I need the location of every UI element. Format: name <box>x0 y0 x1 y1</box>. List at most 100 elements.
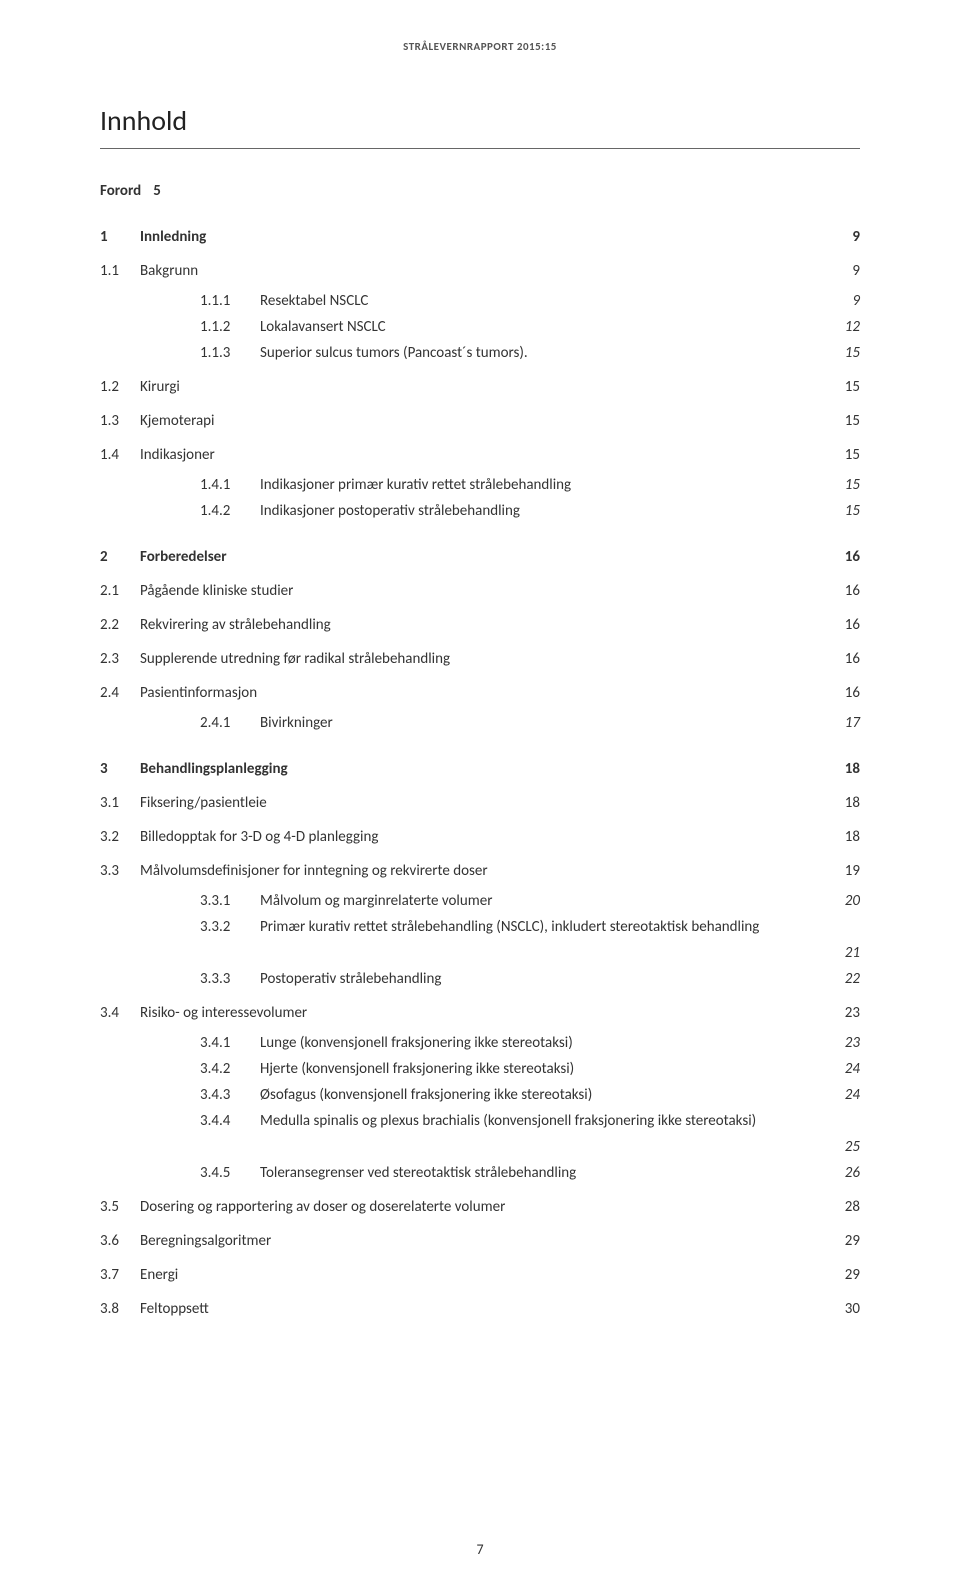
toc-row: 1.1.2Lokalavansert NSCLC12 <box>100 315 860 339</box>
toc-num: 3.8 <box>100 1297 140 1321</box>
toc-page: 9 <box>830 289 860 313</box>
toc-num: 3.5 <box>100 1195 140 1219</box>
toc-label: Toleransegrenser ved stereotaktisk strål… <box>260 1161 830 1185</box>
toc-page: 25 <box>830 1135 860 1159</box>
toc-label: Behandlingsplanlegging <box>140 757 830 781</box>
toc-page: 29 <box>830 1263 860 1287</box>
toc-row: 1.1.1Resektabel NSCLC9 <box>100 289 860 313</box>
toc-row: 2.1Pågående kliniske studier16 <box>100 579 860 603</box>
toc-page: 16 <box>830 613 860 637</box>
toc-label: Kjemoterapi <box>140 409 830 433</box>
toc-num: 3.4.4 <box>200 1109 260 1133</box>
toc-row: 1.4.2Indikasjoner postoperativ strålebeh… <box>100 499 860 523</box>
toc-num: 2 <box>100 545 140 569</box>
toc-row: 1.2Kirurgi15 <box>100 375 860 399</box>
toc-row: 2.3Supplerende utredning før radikal str… <box>100 647 860 671</box>
toc-row: 3.2Billedopptak for 3-D og 4-D planleggi… <box>100 825 860 849</box>
toc-num: 3.6 <box>100 1229 140 1253</box>
toc-page: 19 <box>830 859 860 883</box>
toc-label: Forberedelser <box>140 545 830 569</box>
toc-num: 3.2 <box>100 825 140 849</box>
toc-label: Energi <box>140 1263 830 1287</box>
toc-label: Supplerende utredning før radikal stråle… <box>140 647 830 671</box>
toc-row: 2.4Pasientinformasjon16 <box>100 681 860 705</box>
toc-row: 3.4.4Medulla spinalis og plexus brachial… <box>100 1109 860 1133</box>
toc-label: Bakgrunn <box>140 259 830 283</box>
toc-label: Hjerte (konvensjonell fraksjonering ikke… <box>260 1057 830 1081</box>
toc-label: Lunge (konvensjonell fraksjonering ikke … <box>260 1031 830 1055</box>
table-of-contents: Forord 5 1Innledning91.1Bakgrunn91.1.1Re… <box>100 179 860 1321</box>
toc-page: 21 <box>830 941 860 965</box>
toc-page: 15 <box>830 473 860 497</box>
toc-label: Postoperativ strålebehandling <box>260 967 830 991</box>
toc-label: Feltoppsett <box>140 1297 830 1321</box>
toc-label: Innledning <box>140 225 830 249</box>
toc-page: 18 <box>830 791 860 815</box>
toc-page: 9 <box>830 225 860 249</box>
page-title: Innhold <box>100 103 860 138</box>
toc-row: 3Behandlingsplanlegging18 <box>100 757 860 781</box>
toc-row: 3.7Energi29 <box>100 1263 860 1287</box>
toc-page: 24 <box>830 1083 860 1107</box>
toc-label: Pågående kliniske studier <box>140 579 830 603</box>
toc-row-continuation: 25 <box>100 1135 860 1159</box>
toc-row-continuation: 21 <box>100 941 860 965</box>
toc-row: 3.6Beregningsalgoritmer29 <box>100 1229 860 1253</box>
toc-row: 1.4.1Indikasjoner primær kurativ rettet … <box>100 473 860 497</box>
toc-page: 18 <box>830 757 860 781</box>
toc-num: 1.4.2 <box>200 499 260 523</box>
toc-page: 30 <box>830 1297 860 1321</box>
toc-page: 15 <box>830 409 860 433</box>
toc-row: 3.3.1Målvolum og marginrelaterte volumer… <box>100 889 860 913</box>
toc-row: 3.1Fiksering/pasientleie18 <box>100 791 860 815</box>
toc-page: 26 <box>830 1161 860 1185</box>
toc-num: 1.1 <box>100 259 140 283</box>
toc-num: 2.2 <box>100 613 140 637</box>
toc-num: 3.3 <box>100 859 140 883</box>
toc-row: 3.3Målvolumsdefinisjoner for inntegning … <box>100 859 860 883</box>
toc-page: 22 <box>830 967 860 991</box>
toc-num: 1.3 <box>100 409 140 433</box>
toc-spacer <box>200 1135 830 1159</box>
toc-page: 24 <box>830 1057 860 1081</box>
toc-page: 18 <box>830 825 860 849</box>
toc-row: 1.1Bakgrunn9 <box>100 259 860 283</box>
toc-label: Billedopptak for 3-D og 4-D planlegging <box>140 825 830 849</box>
toc-row: 2.4.1Bivirkninger17 <box>100 711 860 735</box>
toc-label: Kirurgi <box>140 375 830 399</box>
toc-num: 1.4.1 <box>200 473 260 497</box>
toc-num: 3.3.3 <box>200 967 260 991</box>
toc-page: 9 <box>830 259 860 283</box>
toc-page: 28 <box>830 1195 860 1219</box>
toc-label: Forord <box>100 179 141 203</box>
toc-page: 16 <box>830 647 860 671</box>
toc-num: 2.4 <box>100 681 140 705</box>
toc-label: Resektabel NSCLC <box>260 289 830 313</box>
toc-num: 3.4.5 <box>200 1161 260 1185</box>
toc-num: 2.4.1 <box>200 711 260 735</box>
toc-label: Beregningsalgoritmer <box>140 1229 830 1253</box>
toc-label: Medulla spinalis og plexus brachialis (k… <box>260 1109 860 1133</box>
toc-num: 3.4.3 <box>200 1083 260 1107</box>
toc-row: 3.5Dosering og rapportering av doser og … <box>100 1195 860 1219</box>
toc-label: Målvolum og marginrelaterte volumer <box>260 889 830 913</box>
toc-row: 2.2Rekvirering av strålebehandling16 <box>100 613 860 637</box>
toc-page: 29 <box>830 1229 860 1253</box>
toc-label: Rekvirering av strålebehandling <box>140 613 830 637</box>
toc-num: 1.1.1 <box>200 289 260 313</box>
toc-row: 3.8Feltoppsett30 <box>100 1297 860 1321</box>
toc-label: Superior sulcus tumors (Pancoast´s tumor… <box>260 341 830 365</box>
toc-num: 1.4 <box>100 443 140 467</box>
page-number-footer: 7 <box>0 1541 960 1558</box>
toc-label: Primær kurativ rettet strålebehandling (… <box>260 915 860 939</box>
toc-page: 23 <box>830 1031 860 1055</box>
toc-num: 1 <box>100 225 140 249</box>
title-rule <box>100 148 860 149</box>
toc-row: 2Forberedelser16 <box>100 545 860 569</box>
toc-label: Pasientinformasjon <box>140 681 830 705</box>
toc-page: 20 <box>830 889 860 913</box>
toc-num: 3.4 <box>100 1001 140 1025</box>
report-header: STRÅLEVERNRAPPORT 2015:15 <box>100 40 860 53</box>
toc-page: 16 <box>830 579 860 603</box>
toc-label: Øsofagus (konvensjonell fraksjonering ik… <box>260 1083 830 1107</box>
